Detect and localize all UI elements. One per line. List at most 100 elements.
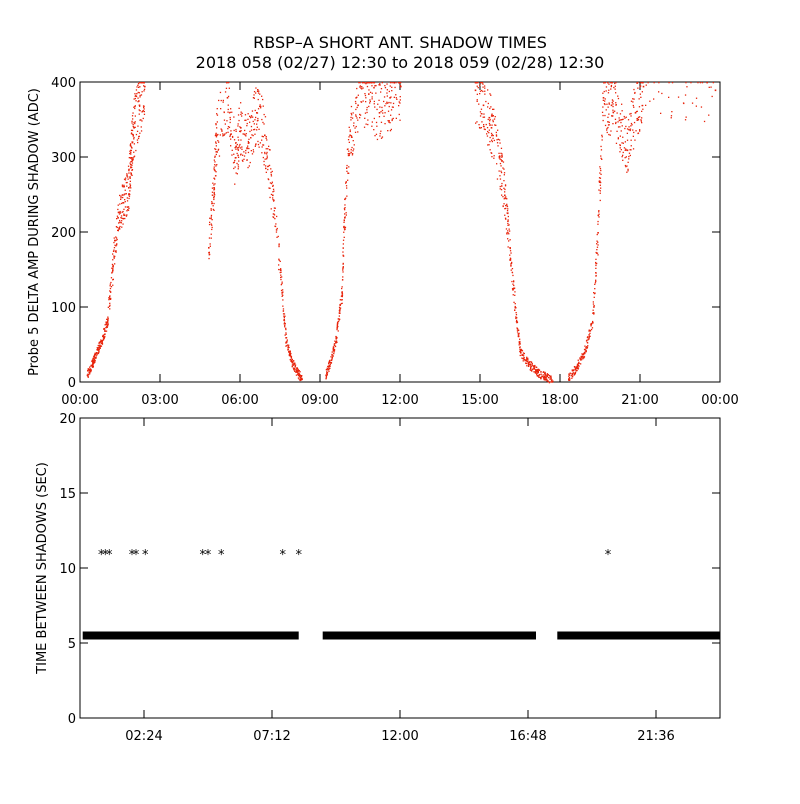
data-point — [390, 102, 392, 104]
data-point — [511, 268, 514, 270]
data-point — [501, 156, 503, 158]
data-point — [520, 349, 522, 351]
data-point — [376, 125, 378, 127]
data-point — [227, 108, 229, 111]
data-point — [528, 363, 530, 365]
data-point — [500, 189, 503, 191]
data-point — [116, 238, 118, 241]
data-point — [551, 381, 553, 383]
data-point — [126, 181, 128, 184]
data-point — [123, 217, 125, 220]
data-point — [695, 97, 698, 99]
data-point — [278, 244, 280, 246]
data-point — [624, 157, 626, 159]
data-point — [139, 96, 141, 98]
data-point — [217, 149, 219, 151]
data-point — [606, 131, 608, 134]
data-point — [352, 153, 354, 155]
data-point — [120, 217, 122, 219]
data-point — [282, 289, 284, 291]
data-point — [617, 95, 619, 97]
data-point — [622, 154, 624, 156]
data-point — [99, 347, 101, 349]
data-point — [579, 358, 581, 360]
data-point — [281, 281, 283, 283]
data-point — [217, 133, 219, 136]
data-point — [335, 342, 337, 344]
data-point — [587, 339, 589, 341]
data-point — [334, 340, 336, 342]
data-point — [346, 195, 348, 197]
data-point — [577, 359, 579, 361]
data-point — [599, 180, 601, 182]
data-point — [596, 249, 598, 251]
data-point — [257, 143, 260, 146]
data-point — [300, 378, 302, 380]
data-point — [107, 320, 109, 322]
data-point — [126, 175, 128, 177]
data-point — [295, 369, 297, 371]
data-point — [129, 180, 131, 182]
data-point — [252, 97, 255, 99]
data-point — [517, 329, 519, 331]
data-point — [128, 194, 130, 196]
data-point — [526, 358, 528, 360]
data-point — [248, 147, 250, 150]
data-point — [389, 85, 391, 87]
data-point — [531, 361, 533, 363]
data-point — [299, 376, 301, 378]
data-point — [600, 145, 602, 148]
data-point — [521, 354, 523, 356]
data-point — [536, 366, 538, 368]
data-point — [288, 351, 290, 353]
data-point — [120, 222, 122, 224]
data-point — [259, 105, 261, 108]
data-point — [295, 374, 298, 376]
data-point — [280, 276, 282, 279]
data-point — [110, 277, 113, 279]
data-point — [347, 154, 350, 157]
data-point — [336, 327, 338, 329]
data-point — [378, 99, 380, 101]
data-point — [134, 126, 136, 128]
data-point — [258, 146, 260, 148]
data-point — [210, 209, 212, 211]
data-point — [355, 108, 357, 111]
data-point — [113, 247, 116, 249]
data-point — [489, 107, 491, 110]
data-point — [228, 112, 231, 114]
data-point — [350, 149, 352, 151]
data-point — [543, 378, 545, 381]
data-point — [260, 105, 262, 108]
data-point — [297, 373, 299, 375]
data-point — [491, 140, 493, 143]
data-point — [682, 102, 685, 104]
data-point — [522, 360, 524, 362]
data-point — [119, 211, 121, 213]
data-point — [135, 149, 137, 152]
outlier-point: * — [129, 548, 136, 563]
data-point — [474, 82, 476, 84]
data-point — [348, 166, 350, 168]
data-point — [513, 284, 515, 287]
data-point — [601, 134, 603, 136]
data-point — [137, 141, 139, 144]
data-point — [112, 284, 114, 286]
data-point — [514, 291, 516, 293]
data-point — [213, 198, 215, 201]
data-point — [229, 111, 231, 113]
data-point — [649, 100, 651, 102]
data-point — [285, 332, 287, 334]
data-point — [601, 111, 604, 113]
data-point — [508, 228, 510, 230]
data-point — [582, 357, 584, 359]
data-point — [246, 159, 248, 161]
data-point — [486, 135, 489, 137]
data-point — [366, 111, 368, 114]
data-point — [518, 342, 521, 344]
data-point — [527, 359, 529, 361]
data-point — [600, 173, 602, 175]
data-point — [580, 357, 582, 359]
data-point — [278, 245, 280, 248]
data-point — [614, 82, 616, 85]
